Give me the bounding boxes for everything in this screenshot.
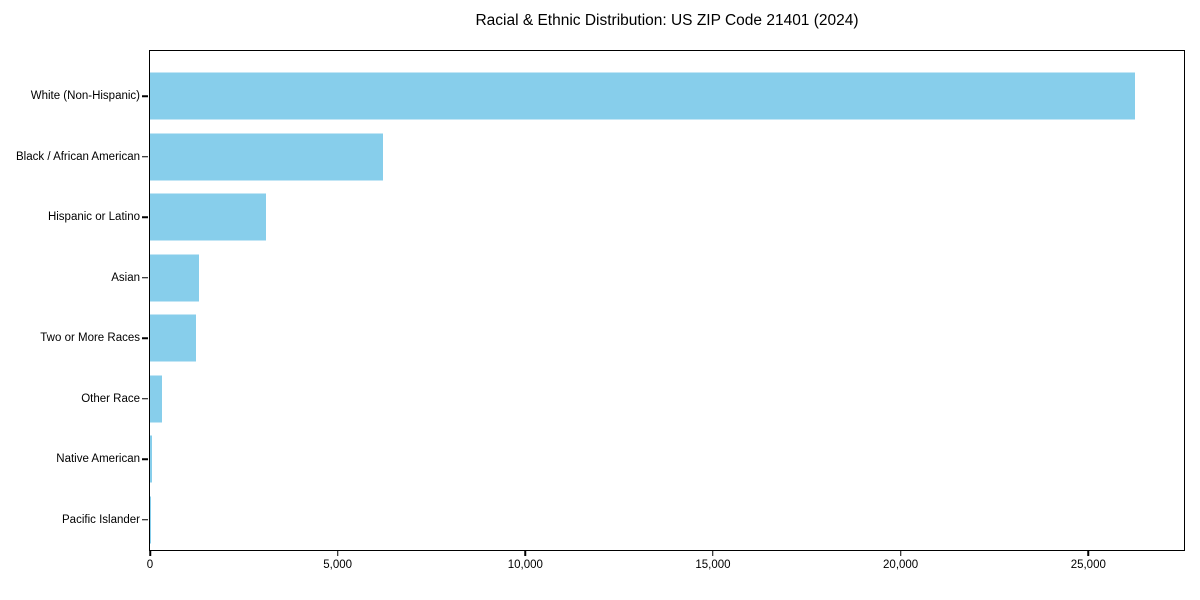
bar <box>150 133 383 181</box>
bar-row: Native American <box>56 429 1184 490</box>
category-label: Hispanic or Latino <box>47 211 140 224</box>
category-label: Asian <box>111 271 140 284</box>
x-tick-label: 5,000 <box>323 559 353 571</box>
bar-row: White (Non-Hispanic) <box>31 66 1184 127</box>
y-tick-mark <box>142 95 148 97</box>
x-axis: 0 5,000 10,000 15,000 20,000 25,000 <box>147 51 1184 571</box>
bar <box>150 496 151 544</box>
x-tick-mark <box>712 551 714 556</box>
bar <box>150 193 267 241</box>
x-tick-label: 10,000 <box>507 559 543 571</box>
x-tick-mark <box>524 551 527 556</box>
x-tick-mark <box>336 551 339 556</box>
bar <box>150 435 152 483</box>
bar-row: Pacific Islander <box>62 490 1184 551</box>
category-label: Pacific Islander <box>62 513 140 526</box>
y-tick-mark <box>142 216 148 218</box>
bar-rows-container: White (Non-Hispanic) Black / African Amer… <box>16 51 1184 551</box>
category-label: Black / African American <box>16 150 140 163</box>
x-tick-mark <box>149 551 151 556</box>
x-tick-label: 15,000 <box>695 559 731 571</box>
category-label: Other Race <box>81 392 140 405</box>
x-tick-label: 0 <box>146 559 154 571</box>
bar-row: Two or More Races <box>40 308 1184 369</box>
category-label: Two or More Races <box>40 332 140 345</box>
bar-row: Other Race <box>81 369 1184 430</box>
category-label: White (Non-Hispanic) <box>30 90 140 103</box>
bar <box>150 375 162 423</box>
plot-area: White (Non-Hispanic) Black / African Amer… <box>16 50 1185 571</box>
x-tick-mark <box>1087 551 1090 556</box>
x-tick-label: 20,000 <box>883 559 919 571</box>
x-tick-mark <box>899 551 902 556</box>
y-tick-mark <box>142 156 148 158</box>
bar-row: Hispanic or Latino <box>48 187 1184 248</box>
y-tick-mark <box>142 398 148 400</box>
bar-row: Asian <box>111 248 1184 309</box>
bar <box>150 314 197 362</box>
category-label: Native American <box>56 453 140 466</box>
bar-row: Black / African American <box>16 127 1184 188</box>
x-tick-label: 25,000 <box>1070 559 1106 571</box>
y-tick-mark <box>142 337 148 339</box>
chart-title: Racial & Ethnic Distribution: US ZIP Cod… <box>475 12 859 29</box>
y-tick-mark <box>142 458 148 460</box>
bar <box>150 72 1136 120</box>
y-tick-mark <box>142 277 148 279</box>
y-tick-mark <box>142 519 148 521</box>
bar <box>150 254 199 302</box>
